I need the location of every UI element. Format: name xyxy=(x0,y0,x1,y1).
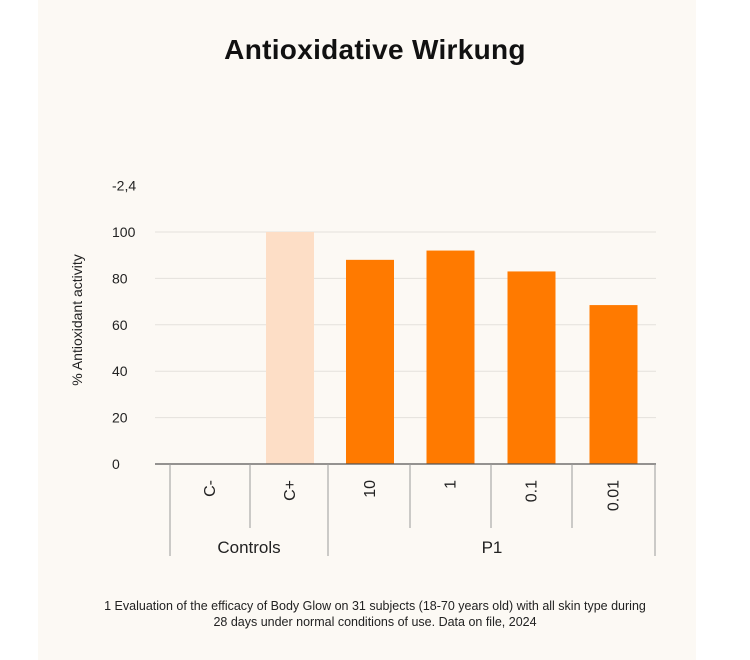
bar-0.1 xyxy=(507,271,556,464)
x-tick-label-C+: C+ xyxy=(282,480,299,501)
bar-C+ xyxy=(266,232,314,464)
x-tick-label-1: 1 xyxy=(443,480,460,489)
bar-10 xyxy=(346,259,394,464)
x-tick-label-0.1: 0.1 xyxy=(524,480,541,502)
y-tick-label-0: 0 xyxy=(112,456,120,472)
grid-lines xyxy=(155,231,656,419)
y-tick-label-40: 40 xyxy=(112,363,128,379)
axes xyxy=(155,463,656,556)
y-tick-label-top: -2,4 xyxy=(112,178,136,194)
y-tick-label-20: 20 xyxy=(112,410,128,426)
x-tick-label-C-: C- xyxy=(202,480,219,497)
y-axis-label: % Antioxidant activity xyxy=(69,254,85,386)
bar-0.01 xyxy=(589,305,638,464)
y-tick-label-100: 100 xyxy=(112,224,136,240)
group-label-p1: P1 xyxy=(482,538,503,557)
chart-title: Antioxidative Wirkung xyxy=(224,34,526,65)
bar-chart: 0 20 40 60 80 100 -2,4 C- C+ 10 1 0.1 0.01 Controls P1… xyxy=(69,178,656,557)
group-label-controls: Controls xyxy=(217,538,280,557)
x-tick-label-0.01: 0.01 xyxy=(606,480,623,511)
footnote: 1 Evaluation of the efficacy of Body Glo… xyxy=(104,599,646,629)
y-tick-label-60: 60 xyxy=(112,317,128,333)
bars xyxy=(266,232,638,464)
tick-labels: 0 20 40 60 80 100 -2,4 C- C+ 10 1 0.1 0.01 Controls P1 xyxy=(112,178,623,557)
x-tick-label-10: 10 xyxy=(362,480,379,498)
y-tick-label-80: 80 xyxy=(112,270,128,286)
bar-1 xyxy=(426,250,475,464)
